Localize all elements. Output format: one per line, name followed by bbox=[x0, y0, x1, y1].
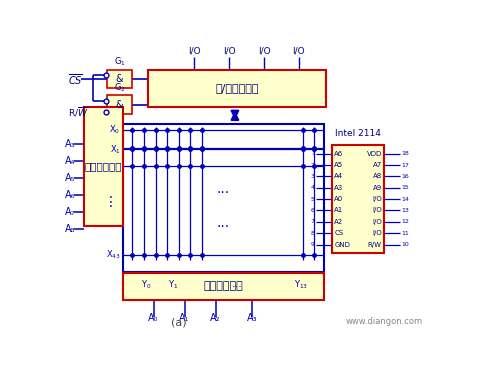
Text: 3: 3 bbox=[311, 174, 315, 179]
Text: ...: ... bbox=[232, 279, 242, 289]
Text: I/O: I/O bbox=[258, 46, 270, 56]
Text: 14: 14 bbox=[401, 197, 409, 201]
Text: R/W: R/W bbox=[368, 242, 382, 248]
Bar bbox=[122, 124, 324, 272]
Text: A4: A4 bbox=[334, 173, 344, 179]
Text: X$_0$: X$_0$ bbox=[110, 123, 120, 136]
Text: www.diangon.com: www.diangon.com bbox=[346, 317, 422, 326]
Text: Y$_1$: Y$_1$ bbox=[168, 279, 178, 291]
Text: Y$_0$: Y$_0$ bbox=[140, 279, 151, 291]
Text: 9: 9 bbox=[311, 242, 315, 247]
Text: VDD: VDD bbox=[366, 151, 382, 157]
Text: A₈: A₈ bbox=[64, 224, 75, 234]
Text: I/O: I/O bbox=[223, 46, 235, 56]
Text: X$_{43}$: X$_{43}$ bbox=[106, 248, 120, 261]
Text: A7: A7 bbox=[372, 162, 382, 168]
Text: ⋮: ⋮ bbox=[104, 195, 118, 209]
Bar bbox=[84, 107, 122, 226]
Text: 15: 15 bbox=[401, 185, 409, 190]
Text: 1: 1 bbox=[311, 151, 315, 156]
Text: 6: 6 bbox=[311, 208, 315, 213]
Text: A₂: A₂ bbox=[210, 313, 221, 323]
Text: A₅: A₅ bbox=[64, 173, 75, 183]
Text: GND: GND bbox=[334, 242, 350, 248]
Text: 8: 8 bbox=[311, 231, 315, 236]
Text: 7: 7 bbox=[311, 219, 315, 224]
Text: I/O: I/O bbox=[372, 196, 382, 202]
Text: $\overline{CS}$: $\overline{CS}$ bbox=[68, 72, 84, 87]
Text: CS: CS bbox=[334, 230, 344, 236]
Text: A1: A1 bbox=[334, 207, 344, 214]
Text: 2: 2 bbox=[311, 162, 315, 168]
Text: A6: A6 bbox=[334, 151, 344, 157]
Text: A₆: A₆ bbox=[64, 190, 75, 200]
Text: ...: ... bbox=[217, 182, 230, 196]
Text: 16: 16 bbox=[401, 174, 409, 179]
Text: &: & bbox=[116, 100, 124, 110]
Text: 列地址译码器: 列地址译码器 bbox=[204, 282, 243, 292]
Text: A₃: A₃ bbox=[64, 139, 75, 149]
Text: 5: 5 bbox=[311, 197, 315, 201]
Text: I/O: I/O bbox=[292, 46, 305, 56]
Text: 行地址译码器: 行地址译码器 bbox=[84, 162, 122, 172]
Text: A5: A5 bbox=[334, 162, 344, 168]
Text: I/O: I/O bbox=[372, 230, 382, 236]
Text: 10: 10 bbox=[401, 242, 409, 247]
Text: A₄: A₄ bbox=[64, 156, 75, 166]
Text: G$_2$: G$_2$ bbox=[114, 82, 126, 94]
Text: A₁: A₁ bbox=[180, 313, 190, 323]
Text: 18: 18 bbox=[401, 151, 409, 156]
Bar bbox=[122, 273, 324, 300]
Text: A₀: A₀ bbox=[148, 313, 159, 323]
Text: 4: 4 bbox=[311, 185, 315, 190]
Text: 读/写控制电路: 读/写控制电路 bbox=[215, 83, 258, 93]
Bar bbox=[107, 70, 132, 88]
Text: I/O: I/O bbox=[188, 46, 200, 56]
Text: R/$\overline{W}$: R/$\overline{W}$ bbox=[68, 105, 89, 118]
Text: A0: A0 bbox=[334, 196, 344, 202]
Bar bbox=[332, 145, 384, 253]
Text: (a): (a) bbox=[171, 318, 186, 328]
Bar bbox=[148, 70, 326, 107]
Text: 17: 17 bbox=[401, 162, 409, 168]
Text: Intel 2114: Intel 2114 bbox=[335, 129, 381, 138]
Text: A₃: A₃ bbox=[247, 313, 258, 323]
Text: A3: A3 bbox=[334, 185, 344, 191]
Text: &: & bbox=[116, 74, 124, 84]
Text: 12: 12 bbox=[401, 219, 409, 224]
Text: A8: A8 bbox=[372, 173, 382, 179]
Text: Y$_{13}$: Y$_{13}$ bbox=[294, 279, 308, 291]
Text: G$_1$: G$_1$ bbox=[114, 56, 126, 68]
Text: 13: 13 bbox=[401, 208, 409, 213]
Text: I/O: I/O bbox=[372, 207, 382, 214]
Text: A₇: A₇ bbox=[64, 207, 75, 217]
Text: I/O: I/O bbox=[372, 219, 382, 225]
Text: A2: A2 bbox=[334, 219, 344, 225]
Text: 11: 11 bbox=[401, 231, 409, 236]
Text: X$_1$: X$_1$ bbox=[110, 143, 120, 156]
Text: A9: A9 bbox=[372, 185, 382, 191]
Bar bbox=[107, 96, 132, 114]
Text: ...: ... bbox=[217, 216, 230, 230]
